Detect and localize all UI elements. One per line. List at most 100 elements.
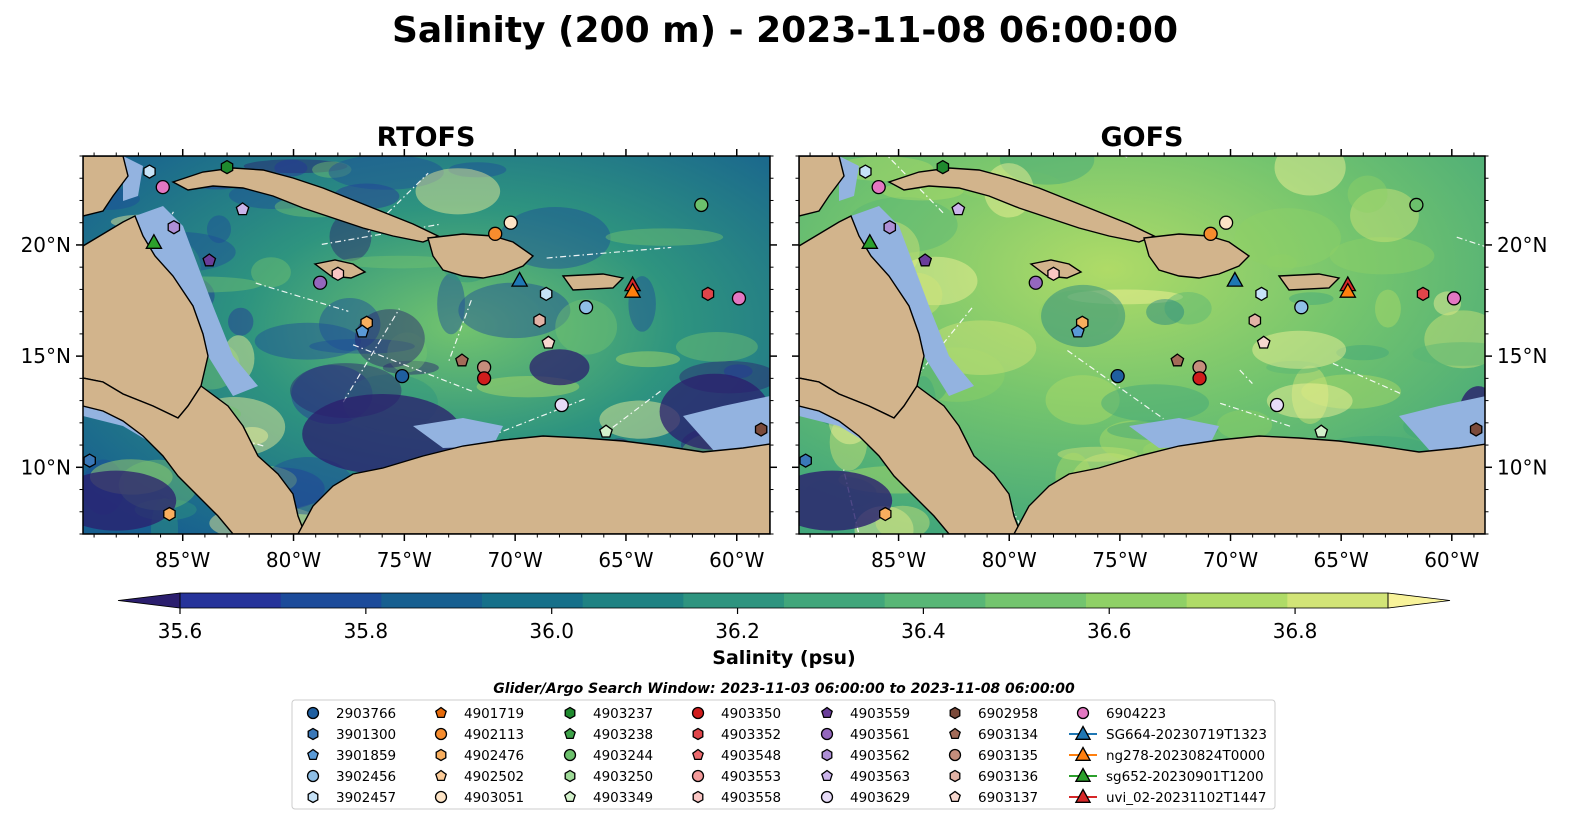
legend-label: 4903629: [850, 790, 910, 806]
rtofs-marker-4903350: [476, 371, 492, 386]
legend-marker-swatch: [948, 748, 962, 762]
rtofs-boundary-line: [352, 344, 475, 393]
rtofs-marker-4903250: [539, 286, 553, 302]
legend-label: 4902502: [464, 769, 524, 785]
colorbar-tick-label: 36.8: [1273, 619, 1318, 643]
legend-label: sg652-20230901T1200: [1106, 769, 1264, 785]
gofs-marker-3902456b: [1294, 300, 1309, 315]
gofs-marker-4903559: [918, 253, 933, 267]
legend-label: 3901300: [336, 727, 396, 743]
gofs-salinity-patch: [1217, 409, 1273, 441]
legend-marker-swatch: [434, 727, 448, 741]
rtofs-marker-3902456b: [578, 300, 594, 315]
rtofs-salinity-patch: [312, 161, 352, 178]
legend-marker-swatch: [949, 790, 961, 803]
gofs-salinity-patch: [1347, 175, 1388, 213]
rtofs-marker-4903561: [312, 275, 328, 290]
legend-entry: 4903250: [564, 769, 653, 785]
gofs-salinity-patch: [926, 320, 1037, 375]
gofs-boundary-line: [886, 156, 944, 214]
rtofs-salinity-patch: [458, 282, 571, 339]
gofs-salinity-patch: [999, 156, 1095, 185]
rtofs-marker-4903558: [331, 266, 345, 282]
gofs-salinity-patch: [1375, 289, 1401, 328]
gofs-marker-4902113: [1203, 226, 1218, 241]
gofs-salinity-patch: [1336, 345, 1389, 361]
legend-marker-swatch: [691, 769, 705, 783]
legend-marker-swatch: [563, 748, 577, 762]
legend-marker-swatch: [820, 790, 834, 804]
legend-label: 6902958: [978, 706, 1038, 722]
legend-marker-swatch: [821, 748, 833, 762]
gofs-xtick-label: 70°W: [1203, 548, 1258, 572]
gofs-salinity-patch: [1101, 384, 1210, 422]
legend-entry: 4903350: [691, 706, 781, 722]
gofs-marker-4903250: [1255, 286, 1268, 302]
legend-label: 6903134: [978, 727, 1038, 743]
rtofs-salinity-patch: [206, 215, 232, 244]
rtofs-salinity-patch: [448, 162, 507, 178]
gofs-salinity-patch: [1350, 188, 1419, 243]
rtofs-low-salinity-pool: [529, 349, 590, 386]
legend-marker-swatch: [949, 727, 961, 740]
rtofs-marker-ng278: [623, 282, 642, 298]
rtofs-xtick-label: 70°W: [488, 548, 543, 572]
colorbar-max-extension: [1387, 592, 1451, 609]
legend-label: 4903238: [593, 727, 653, 743]
gofs-marker-4903629: [1269, 397, 1285, 413]
rtofs-xtick-label: 60°W: [709, 548, 764, 572]
legend-entry: 2903766: [306, 706, 396, 722]
rtofs-salinity-patch: [319, 298, 381, 352]
legend-marker-swatch: [1076, 706, 1090, 720]
legend-label: uvi_02-20231102T1447: [1106, 790, 1266, 806]
colorbar-bin: [1086, 593, 1188, 608]
gofs-marker-4903051: [1218, 215, 1234, 230]
rtofs-marker-4903559: [202, 253, 217, 267]
legend-label: 3902457: [336, 790, 396, 806]
rtofs-ytick-label: 10°N: [21, 455, 71, 479]
gofs-marker-6902958: [1469, 422, 1483, 437]
gofs-marker-4903350: [1192, 371, 1207, 386]
colorbar-bin: [1287, 593, 1389, 608]
rtofs-marker-4903349: [599, 424, 613, 438]
rtofs-marker-4902476b: [163, 506, 176, 522]
rtofs-marker-6903134: [455, 353, 469, 367]
legend-entry: 4903352: [692, 727, 781, 743]
gofs-ytick-label: 15°N: [1497, 344, 1547, 368]
legend: 2903766 3901300 3901859 3902456 3902457 49017…: [306, 706, 1267, 806]
colorbar-tick-label: 36.4: [901, 619, 946, 643]
legend-entry: 6904223: [1076, 706, 1166, 722]
legend-label: SG664-20230719T1323: [1106, 727, 1267, 743]
rtofs-marker-4903563: [235, 202, 250, 216]
rtofs-marker-6904223b: [731, 291, 747, 306]
rtofs-marker-SG664: [510, 271, 529, 287]
rtofs-marker-2903766: [394, 368, 410, 384]
colorbar-bin: [1186, 593, 1288, 608]
gofs-xtick-label: 65°W: [1314, 548, 1369, 572]
legend-label: 4903563: [850, 769, 910, 785]
gofs-xtick-label: 60°W: [1424, 548, 1479, 572]
gofs-xtick-label: 75°W: [1092, 548, 1147, 572]
legend-entry: 4903237: [564, 706, 653, 722]
gofs-marker-6904223b: [1446, 291, 1462, 306]
gofs-boundary-line: [1332, 362, 1401, 395]
legend-entry: 3902456: [306, 769, 396, 785]
rtofs-salinity-patch: [309, 338, 415, 354]
legend-marker-swatch: [564, 727, 576, 740]
colorbar-bin: [884, 593, 986, 608]
rtofs-map-panel: RTOFS 85°W 80°W 75°W 70°W 65°W 60°W 10°N 15°N 2…: [21, 122, 777, 572]
legend-label: 2903766: [336, 706, 396, 722]
rtofs-marker-3902456: [143, 164, 156, 179]
legend-entry: 4903561: [820, 727, 910, 743]
gofs-boundary-line: [1067, 350, 1164, 420]
legend-label: 6903136: [978, 769, 1038, 785]
rtofs-xtick-label: 85°W: [155, 548, 210, 572]
legend-label: 4901719: [464, 706, 524, 722]
colorbar-tick-label: 36.2: [715, 619, 760, 643]
rtofs-boundary-line: [342, 308, 400, 403]
gofs-marker-2903766: [1110, 368, 1125, 384]
legend-entry: sg652-20230901T1200: [1069, 767, 1264, 785]
legend-label: 6904223: [1106, 706, 1166, 722]
rtofs-salinity-patch: [605, 228, 724, 246]
gofs-salinity-patch: [1252, 330, 1347, 369]
